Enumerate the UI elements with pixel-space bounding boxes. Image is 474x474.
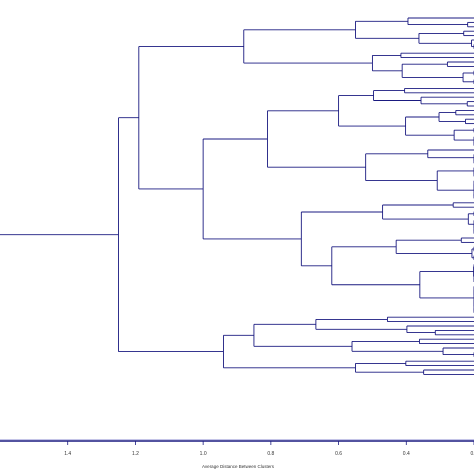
x-tick-label-5: 0.4 bbox=[403, 451, 410, 457]
x-axis-title: Average Distance Between Clusters bbox=[202, 464, 275, 469]
x-tick-label-6: 0.2 bbox=[471, 451, 474, 457]
dendrogram-links bbox=[0, 17, 474, 375]
x-tick-label-1: 1.2 bbox=[132, 451, 139, 457]
x-tick-label-0: 1.4 bbox=[64, 451, 71, 457]
x-tick-label-4: 0.6 bbox=[335, 451, 342, 457]
x-tick-label-2: 1.0 bbox=[200, 451, 207, 457]
x-axis-ticks: 1.4 1.2 1.0 0.8 0.6 0.4 0.2 bbox=[64, 441, 474, 457]
x-tick-label-3: 0.8 bbox=[267, 451, 274, 457]
